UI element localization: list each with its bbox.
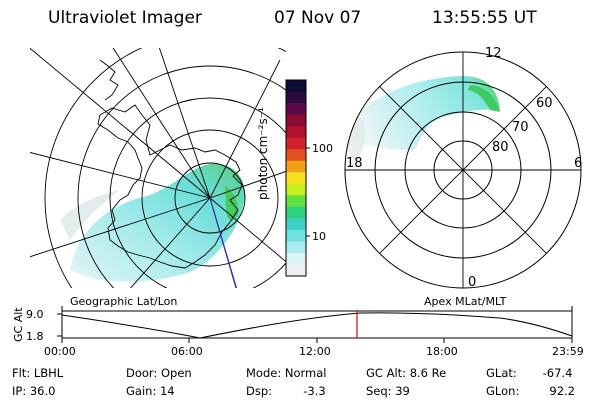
mlt-label-12: 12 [485, 46, 502, 61]
colorbar-segment [286, 114, 306, 127]
colorbar-frame [285, 79, 307, 277]
colorbar-segment [286, 80, 306, 93]
glon-value: 92.2 [549, 384, 575, 398]
colorbar-segment [286, 241, 306, 254]
flt-label: Flt: [12, 366, 31, 380]
seq-label: Seq: [366, 384, 392, 398]
mlat-label-70: 70 [512, 120, 529, 135]
time-tick-2359: 23:59 [552, 345, 584, 358]
mode-field: Mode: Normal [246, 366, 326, 380]
aurora-oval-left [70, 163, 245, 282]
time-tick-0600: 06:00 [171, 345, 203, 358]
door-value: Open [160, 366, 192, 380]
mlt-label-6: 6 [574, 156, 583, 171]
colorbar-tick-100: 100 [312, 142, 333, 155]
ip-value: 36.0 [29, 384, 56, 398]
color-bar [285, 79, 310, 277]
gain-field: Gain: 14 [126, 384, 175, 398]
door-label: Door: [126, 366, 158, 380]
magnetic-polar-map [344, 51, 582, 289]
ip-field: IP: 36.0 [12, 384, 55, 398]
colorbar-segment [286, 183, 306, 196]
colorbar-unit-text: photon cm⁻²s⁻¹ [256, 107, 270, 200]
mode-label: Mode: [246, 366, 282, 380]
dsp-field: Dsp: -3.3 [246, 384, 326, 398]
time-tick-0000: 00:00 [44, 345, 76, 358]
colorbar-segment [286, 149, 306, 162]
colorbar-segment [286, 91, 306, 104]
mlt-label-0: 0 [468, 275, 477, 290]
altitude-tick-9: 9.0 [26, 308, 44, 321]
altitude-tick-1-8: 1.8 [26, 330, 44, 343]
instrument-title: Ultraviolet Imager [48, 8, 202, 28]
left-map-caption: Geographic Lat/Lon [70, 295, 178, 308]
dsp-label: Dsp: [246, 384, 273, 398]
glon-label: GLon: [486, 384, 520, 398]
colorbar-segment [286, 137, 306, 150]
colorbar-segment [286, 218, 306, 231]
colorbar-tick-10: 10 [312, 230, 326, 243]
ip-label: IP: [12, 384, 27, 398]
time-label: 13:55:55 UT [432, 8, 537, 28]
altitude-axis-label: GC Alt [12, 307, 25, 342]
colorbar-segment [286, 206, 306, 219]
seq-field: Seq: 39 [366, 384, 410, 398]
colorbar-segment [286, 264, 306, 277]
ground-track [209, 197, 237, 288]
seq-value: 39 [395, 384, 410, 398]
mode-value: Normal [284, 366, 327, 380]
gcalt-field: GC Alt: 8.6 Re [366, 366, 446, 380]
altitude-strip [57, 306, 573, 343]
gcalt-label: GC Alt: [366, 366, 407, 380]
geographic-map [30, 48, 286, 288]
date-label: 07 Nov 07 [274, 8, 362, 28]
glat-field: GLat: -67.4 [486, 366, 572, 380]
glat-label: GLat: [486, 366, 517, 380]
time-tick-1200: 12:00 [299, 345, 331, 358]
door-field: Door: Open [126, 366, 192, 380]
colorbar-segment [286, 252, 306, 265]
gain-value: 14 [159, 384, 175, 398]
colorbar-unit-label: photon cm⁻²s⁻¹ [256, 107, 270, 200]
mlt-label-18: 18 [346, 156, 363, 171]
glon-field: GLon: 92.2 [486, 384, 575, 398]
colorbar-segment [286, 103, 306, 116]
altitude-curve [61, 312, 573, 339]
gain-label: Gain: [126, 384, 157, 398]
colorbar-segment [286, 229, 306, 242]
colorbar-segment [286, 195, 306, 208]
coastline [97, 104, 243, 269]
gcalt-value: 8.6 Re [409, 366, 447, 380]
time-tick-1800: 18:00 [426, 345, 458, 358]
glat-value: -67.4 [542, 366, 573, 380]
colorbar-segment [286, 172, 306, 185]
right-map-caption: Apex MLat/MLT [424, 295, 507, 308]
mlat-label-60: 60 [536, 96, 553, 111]
mlat-label-80: 80 [492, 140, 509, 155]
colorbar-segment [286, 160, 306, 173]
flt-value: LBHL [33, 366, 64, 380]
colorbar-segment [286, 126, 306, 139]
flt-field: Flt: LBHL [12, 366, 63, 380]
dsp-value: -3.3 [303, 384, 326, 398]
